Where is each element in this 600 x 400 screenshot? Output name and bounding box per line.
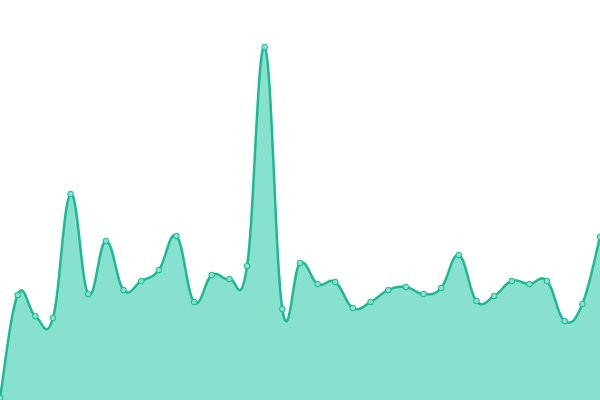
area-fill: [0, 46, 600, 400]
point: [137, 277, 145, 285]
point: [208, 271, 216, 279]
point: [561, 317, 569, 325]
point: [49, 314, 57, 322]
point: [120, 286, 127, 294]
point: [296, 259, 304, 267]
point: [314, 280, 321, 288]
point: [155, 266, 163, 274]
point: [261, 43, 269, 51]
point: [102, 237, 110, 245]
point: [173, 232, 180, 240]
point: [226, 275, 233, 283]
point: [437, 284, 445, 292]
point: [526, 280, 533, 288]
point: [67, 190, 74, 198]
point: [279, 305, 286, 313]
point: [490, 292, 498, 300]
point: [190, 298, 198, 306]
point: [543, 277, 551, 285]
point: [384, 286, 392, 294]
point: [402, 283, 410, 291]
point: [473, 297, 480, 305]
point: [84, 290, 92, 298]
point: [349, 304, 357, 312]
point: [243, 262, 251, 270]
point: [579, 300, 586, 308]
point: [508, 277, 516, 285]
point: [596, 233, 600, 241]
point: [31, 312, 39, 320]
point: [14, 291, 21, 299]
point: [367, 298, 374, 306]
point: [0, 394, 4, 400]
point: [420, 290, 427, 298]
point: [455, 251, 463, 259]
point: [331, 278, 339, 286]
